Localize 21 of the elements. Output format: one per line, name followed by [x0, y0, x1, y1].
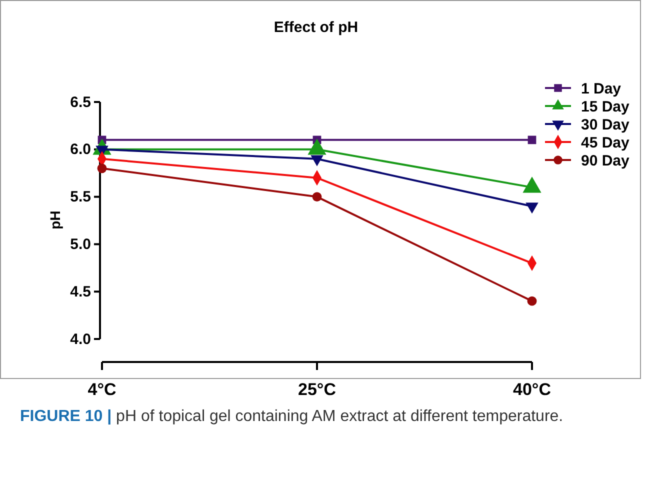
point: [97, 164, 107, 174]
y-tick-label: 4.5: [70, 283, 91, 300]
y-tick-label: 5.5: [70, 188, 91, 206]
legend-label: 1 Day: [581, 80, 622, 98]
y-tick-label: 6.0: [70, 141, 91, 158]
legend-label: 90 Day: [581, 152, 630, 170]
point: [527, 296, 537, 306]
point: [312, 192, 322, 202]
legend-label: 15 Day: [581, 98, 630, 116]
x-tick-label: 40°C: [513, 380, 551, 400]
x-tick-label: 4°C: [88, 380, 116, 400]
chart-title: Effect of pH: [274, 19, 358, 36]
y-tick-label: 6.5: [70, 94, 91, 111]
legend-label: 45 Day: [581, 134, 630, 152]
x-tick-label: 25°C: [298, 380, 336, 400]
legend-label: 30 Day: [581, 116, 630, 134]
point: [528, 136, 536, 144]
caption: FIGURE 10 | pH of topical gel containing AM extract at different temperature.: [20, 408, 564, 425]
y-tick-label: 5.0: [70, 236, 91, 253]
y-axis-title: pH: [47, 210, 63, 230]
y-tick-label: 4.0: [70, 330, 91, 348]
